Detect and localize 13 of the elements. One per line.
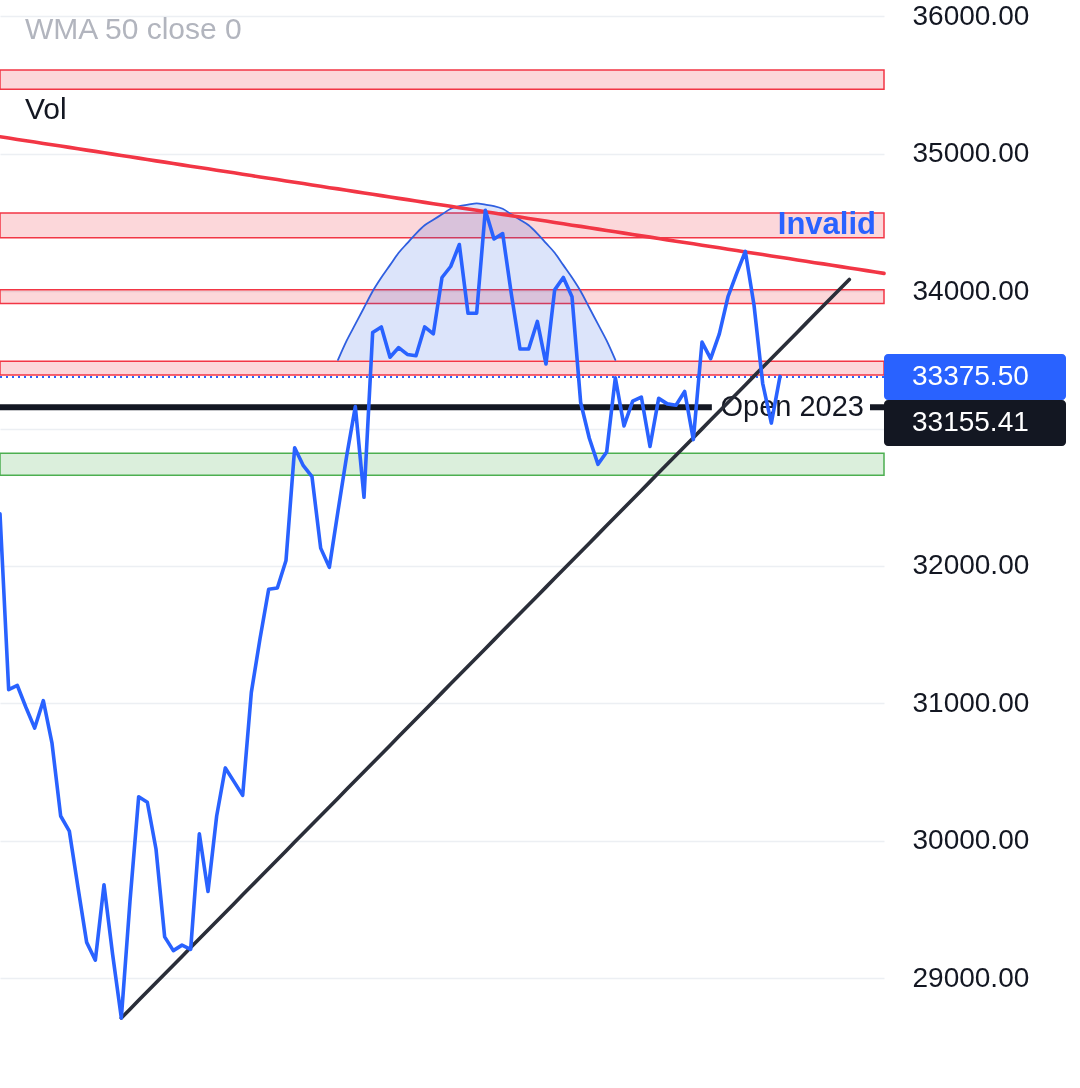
y-tick-label: 34000.00 (912, 274, 1030, 306)
y-tick-label: 36000.00 (912, 0, 1030, 31)
annotation: WMA 50 close 0 (25, 12, 242, 45)
y-tick-label: 35000.00 (912, 137, 1030, 169)
y-tick-label: 32000.00 (912, 549, 1030, 581)
y-tick-label: 31000.00 (912, 686, 1030, 718)
y-tick-label: 30000.00 (912, 824, 1030, 856)
y-tick-label: 29000.00 (912, 961, 1030, 993)
band-label: Invalid (777, 206, 876, 242)
annotation: Vol (25, 92, 67, 125)
text: 33155.41 (912, 406, 1029, 438)
text: 33375.50 (912, 360, 1029, 392)
line-series (0, 134, 886, 276)
